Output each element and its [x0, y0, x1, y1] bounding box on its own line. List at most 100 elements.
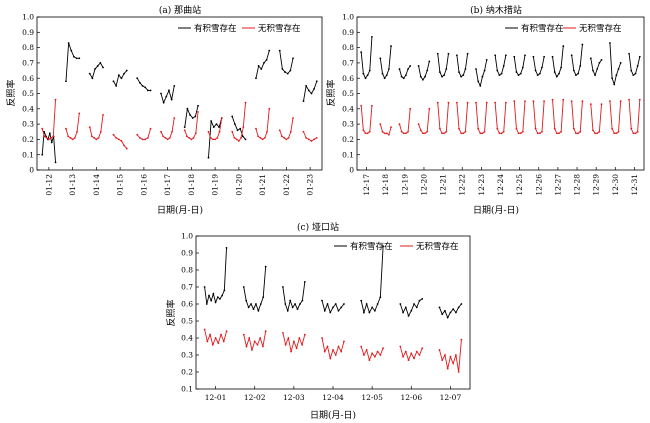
- panel-b-legend: 有积雪存在 无积雪存在: [505, 23, 622, 34]
- panel-b-data-point: [581, 44, 583, 46]
- panel-a-data-point: [150, 90, 152, 92]
- panel-c-data-point: [301, 344, 303, 346]
- panel-b-data-point: [420, 76, 422, 78]
- panel-a-data-point: [193, 137, 195, 139]
- panel-b-data-point: [496, 128, 498, 130]
- panel-c-data-point: [460, 339, 462, 341]
- panel-a-data-point: [264, 137, 266, 139]
- panel-b-data-point: [422, 79, 424, 81]
- panel-c-data-point: [377, 351, 379, 353]
- panel-a-ytick-label: 0.5: [22, 89, 34, 98]
- panel-c-series-nosnow: [204, 329, 463, 373]
- panel-a-data-point: [234, 123, 236, 125]
- panel-c-data-point: [327, 303, 329, 305]
- panel-c-data-point: [369, 359, 371, 361]
- panel-b-data-point: [590, 57, 592, 59]
- panel-a-ytick-label: 0.1: [22, 150, 34, 159]
- panel-a-data-point: [216, 123, 218, 125]
- panel-a-data-point: [190, 139, 192, 141]
- panel-b-xtick-label: 12-17: [362, 174, 371, 196]
- panel-a-data-point: [165, 96, 167, 98]
- panel-c-data-point: [441, 313, 443, 315]
- panel-a-series-line: [137, 78, 150, 90]
- panel-b-data-point: [541, 131, 543, 133]
- panel-c-ytick-label: 0.4: [181, 334, 193, 343]
- panel-b-data-point: [630, 128, 632, 130]
- panel-b-data-point: [475, 68, 477, 70]
- panel-c-data-point: [363, 354, 365, 356]
- panel-b-data-point: [590, 103, 592, 105]
- panel-c-data-point: [289, 300, 291, 302]
- panel-b-data-point: [418, 123, 420, 125]
- panel-a-data-point: [184, 129, 186, 131]
- panel-a-xlabel: 日期(月-日): [157, 205, 203, 216]
- panel-c-data-point: [399, 346, 401, 348]
- panel-b-data-point: [477, 80, 479, 82]
- panel-b-series-line: [629, 54, 640, 75]
- panel-c-data-point: [366, 303, 368, 305]
- panel-b-data-point: [437, 53, 439, 55]
- panel-c-data-point: [455, 312, 457, 314]
- panel-b-data-point: [575, 132, 577, 134]
- panel-b-data-point: [552, 56, 554, 58]
- panel-c-data-point: [452, 308, 454, 310]
- panel-b-ytick-label: 0.5: [342, 89, 354, 98]
- panel-a-data-point: [44, 135, 46, 137]
- panel-c-data-point: [296, 347, 298, 349]
- panel-b-data-point: [635, 73, 637, 75]
- panel-a-data-point: [48, 139, 50, 141]
- panel-b-xtick-label: 12-31: [630, 174, 639, 196]
- panel-c-data-point: [405, 307, 407, 309]
- panel-a-data-point: [115, 85, 117, 87]
- panel-b-data-point: [401, 76, 403, 78]
- panel-a-series-line: [303, 81, 316, 101]
- panel-c-xtick-label: 12-05: [361, 393, 383, 402]
- panel-a-data-point: [213, 126, 215, 128]
- panel-a-data-point: [118, 139, 120, 141]
- panel-b-data-point: [426, 70, 428, 72]
- panel-a-data-point: [305, 85, 307, 87]
- panel-b-data-point: [552, 99, 554, 101]
- panel-a-data-point: [308, 90, 310, 92]
- panel-a-data-point: [281, 135, 283, 137]
- panel-b-data-point: [371, 36, 373, 38]
- panel-b-data-point: [367, 132, 369, 134]
- panel-b-data-point: [475, 102, 477, 104]
- panel-b-data-point: [581, 100, 583, 102]
- panel-b-data-point: [539, 132, 541, 134]
- panel-a-data-point: [313, 139, 315, 141]
- panel-c-data-point: [382, 245, 384, 247]
- panel-b-data-point: [592, 129, 594, 131]
- panel-b-data-point: [573, 128, 575, 130]
- panel-c-data-point: [447, 368, 449, 370]
- panel-b-data-point: [516, 128, 518, 130]
- panel-b-data-point: [409, 65, 411, 67]
- panel-a-data-point: [91, 77, 93, 79]
- panel-c-data-point: [212, 293, 214, 295]
- panel-a-data-point: [136, 77, 138, 79]
- panel-b-ytick-label: 0.7: [342, 59, 354, 68]
- panel-a-data-point: [208, 157, 210, 159]
- panel-c-xlabel: 日期(月-日): [310, 410, 356, 421]
- panel-a-data-point: [245, 139, 247, 141]
- panel-b-data-point: [369, 131, 371, 133]
- panel-a-data-point: [70, 137, 72, 139]
- panel-b-series-line: [457, 54, 468, 77]
- panel-a-data-point: [263, 62, 265, 64]
- panel-a-xtick-label: 01-12: [44, 174, 53, 196]
- panel-c-series-line: [322, 338, 344, 358]
- panel-a-data-point: [188, 137, 190, 139]
- panel-a-data-point: [313, 88, 315, 90]
- panel-b-data-point: [560, 67, 562, 69]
- panel-c-data-point: [458, 307, 460, 309]
- panel-c-data-point: [421, 298, 423, 300]
- panel-b-data-point: [424, 132, 426, 134]
- panel-b-series-line: [533, 57, 544, 75]
- panel-a-data-point: [189, 114, 191, 116]
- panel-c-data-point: [262, 346, 264, 348]
- panel-b-data-point: [535, 70, 537, 72]
- panel-a-data-point: [289, 70, 291, 72]
- panel-a-data-point: [266, 59, 268, 61]
- panel-a-data-point: [208, 131, 210, 133]
- panel-a-data-point: [216, 137, 218, 139]
